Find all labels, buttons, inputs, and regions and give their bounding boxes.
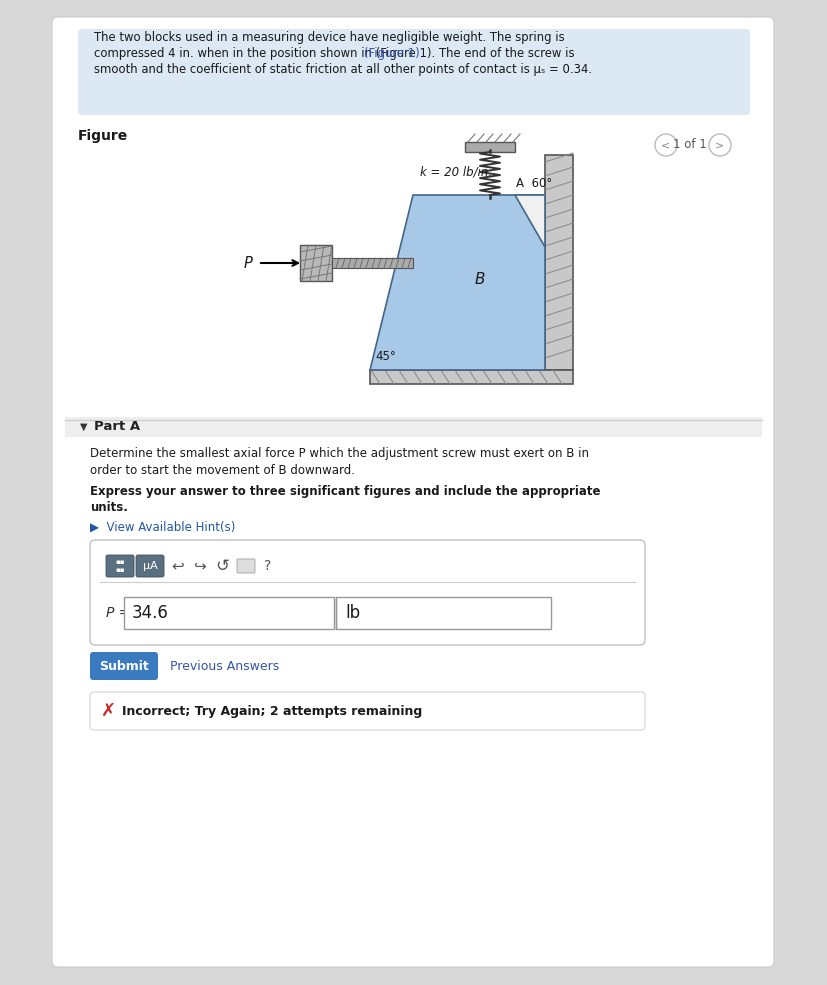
FancyBboxPatch shape [237,559,255,573]
Text: ↩: ↩ [171,558,184,573]
FancyBboxPatch shape [106,555,134,577]
Text: ↺: ↺ [215,557,228,575]
Bar [65,417,761,437]
Bar [332,258,413,268]
Text: ✗: ✗ [100,702,116,720]
Text: lb: lb [345,604,360,622]
FancyBboxPatch shape [136,555,164,577]
Bar [544,155,572,370]
Text: 1 of 1: 1 of 1 [672,139,706,152]
Polygon shape [514,195,544,247]
Text: Express your answer to three significant figures and include the appropriate: Express your answer to three significant… [90,485,600,498]
Text: ▼: ▼ [80,422,88,432]
Text: The two blocks used in a measuring device have negligible weight. The spring is: The two blocks used in a measuring devic… [94,31,564,44]
Text: units.: units. [90,501,127,514]
Bar [465,142,514,152]
Text: Submit: Submit [99,660,149,673]
Text: P =: P = [106,606,130,620]
Text: ?: ? [264,559,271,573]
Text: A  60°: A 60° [515,177,552,190]
Text: compressed 4 in. when in the position shown in (Figure 1). The end of the screw : compressed 4 in. when in the position sh… [94,47,574,60]
Text: k = 20 lb/in.: k = 20 lb/in. [419,165,491,178]
Text: Previous Answers: Previous Answers [170,660,279,673]
Text: Determine the smallest axial force P which the adjustment screw must exert on B : Determine the smallest axial force P whi… [90,447,588,460]
Polygon shape [370,195,544,370]
FancyBboxPatch shape [90,540,644,645]
Bar [336,597,550,629]
Text: 45°: 45° [375,350,395,363]
Text: smooth and the coefficient of static friction at all other points of contact is : smooth and the coefficient of static fri… [94,63,591,76]
Text: μA: μA [142,561,157,571]
FancyBboxPatch shape [90,692,644,730]
Text: Figure: Figure [78,129,128,143]
Text: Incorrect; Try Again; 2 attempts remaining: Incorrect; Try Again; 2 attempts remaini… [122,704,422,717]
Bar [370,370,572,384]
Text: (Figure 1): (Figure 1) [364,47,419,60]
Text: order to start the movement of B downward.: order to start the movement of B downwar… [90,464,355,477]
FancyBboxPatch shape [90,652,158,680]
FancyBboxPatch shape [78,29,749,115]
Text: <: < [661,140,670,150]
Text: P: P [243,255,251,271]
Text: ▶  View Available Hint(s): ▶ View Available Hint(s) [90,521,235,534]
Text: Part A: Part A [94,421,140,433]
Bar [124,597,333,629]
Circle shape [708,134,730,156]
Circle shape [654,134,676,156]
Bar [299,245,332,281]
FancyBboxPatch shape [52,17,773,967]
Text: ▪▪
▪▪: ▪▪ ▪▪ [115,559,125,572]
Text: >: > [715,140,724,150]
Text: ↪: ↪ [194,558,206,573]
Text: B: B [475,273,485,288]
Text: 34.6: 34.6 [131,604,169,622]
